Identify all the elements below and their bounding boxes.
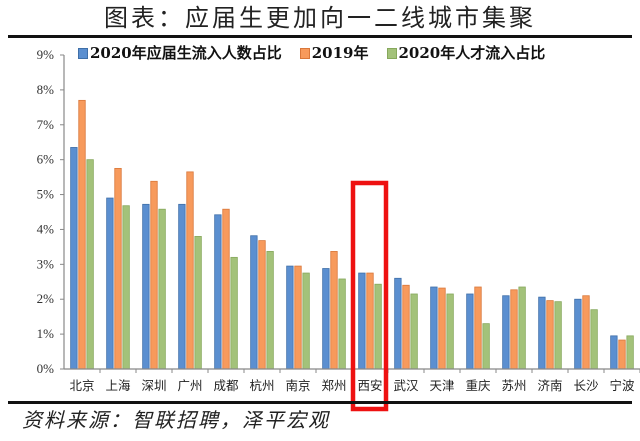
chart-legend: 2020年应届生流入人数占比 2019年 2020年人才流入占比 — [78, 43, 545, 63]
bar — [502, 295, 510, 370]
x-axis: 北京 上海 深圳 广州 成都 杭州 南京 郑州 西安 武汉 天津 重庆 苏州 济南 长沙 宁波 — [64, 368, 640, 393]
x-tick-label: 济南 — [537, 378, 562, 393]
bar — [618, 339, 626, 370]
legend-item-2020-graduates: 2020年应届生流入人数占比 — [78, 43, 282, 63]
bar — [446, 293, 454, 370]
x-tick-label: 上海 — [105, 378, 131, 393]
y-tick-label: 0% — [37, 361, 55, 376]
bar — [374, 283, 382, 370]
bar — [510, 289, 518, 370]
x-tick-label: 北京 — [69, 378, 94, 393]
x-tick-label: 天津 — [429, 378, 454, 393]
bar — [546, 300, 554, 370]
bar — [214, 214, 222, 370]
bar — [518, 286, 526, 370]
y-tick-label: 3% — [37, 256, 55, 271]
bar — [466, 293, 474, 370]
x-tick-label: 深圳 — [141, 378, 166, 393]
bar — [410, 293, 418, 370]
x-tick-label: 郑州 — [321, 378, 346, 393]
x-tick-label: 西安 — [357, 378, 382, 393]
highlight-box-xian — [350, 180, 389, 412]
bar — [590, 309, 598, 370]
bar — [394, 277, 402, 370]
bar — [626, 335, 634, 370]
y-axis: 0% 1% 2% 3% 4% 5% 6% 7% 8% 9% — [37, 47, 65, 376]
legend-swatch-green-icon — [386, 47, 397, 59]
bar — [186, 171, 194, 370]
bar — [430, 286, 438, 370]
bar — [194, 236, 202, 370]
x-tick-label: 长沙 — [573, 378, 599, 393]
x-tick-label: 广州 — [177, 378, 202, 393]
bar — [122, 205, 130, 370]
legend-label: 2020年应届生流入人数占比 — [90, 44, 282, 62]
bar — [158, 208, 166, 370]
x-tick-label: 武汉 — [393, 378, 419, 393]
bar — [78, 99, 86, 370]
legend-item-2020-talent: 2020年人才流入占比 — [386, 43, 546, 63]
x-tick-label: 宁波 — [609, 378, 635, 393]
bar — [266, 251, 274, 370]
bar — [114, 167, 122, 370]
y-tick-label: 2% — [37, 291, 55, 306]
bar — [582, 295, 590, 370]
bar — [482, 323, 490, 370]
legend-swatch-blue-icon — [78, 47, 88, 59]
bar — [402, 284, 410, 370]
bar — [554, 301, 562, 370]
bar — [230, 256, 238, 370]
bar — [70, 147, 78, 370]
bar — [338, 278, 346, 370]
bar — [538, 296, 546, 370]
bar — [258, 240, 266, 370]
bar — [222, 208, 230, 370]
bar — [358, 272, 366, 370]
y-tick-label: 1% — [37, 326, 55, 341]
y-tick-label: 9% — [37, 47, 55, 62]
x-tick-label: 苏州 — [501, 378, 526, 393]
bar — [474, 286, 482, 370]
y-tick-label: 5% — [37, 187, 55, 202]
bar — [294, 265, 302, 370]
y-tick-label: 7% — [37, 117, 55, 132]
legend-item-2019: 2019年 — [299, 43, 369, 63]
bar — [106, 197, 114, 370]
bar — [322, 268, 330, 370]
bar — [438, 287, 446, 370]
y-tick-label: 6% — [37, 152, 55, 167]
bar-series — [70, 99, 634, 370]
bar — [610, 335, 618, 370]
bar — [250, 235, 258, 370]
legend-swatch-orange-icon — [299, 47, 310, 59]
chart-title: 图表：应届生更加向一二线城市集聚 — [104, 4, 536, 32]
highlight-rectangle — [350, 180, 389, 412]
bar — [150, 180, 158, 370]
legend-label: 2019年 — [311, 44, 369, 62]
bar — [142, 203, 150, 370]
bar — [330, 251, 338, 370]
x-tick-label: 成都 — [213, 378, 239, 393]
source-note: 资料来源：智联招聘，泽平宏观 — [22, 408, 330, 432]
x-tick-label: 杭州 — [249, 378, 274, 393]
bar — [178, 203, 186, 370]
bottom-rule-divider — [8, 401, 632, 404]
y-tick-label: 8% — [37, 82, 55, 97]
top-rule-divider — [8, 35, 632, 38]
bar — [86, 159, 94, 370]
bar — [366, 272, 374, 370]
bar — [286, 265, 294, 370]
bar — [574, 298, 582, 370]
x-tick-label: 南京 — [285, 378, 310, 393]
x-tick-label: 重庆 — [465, 378, 491, 393]
bar — [302, 272, 310, 370]
y-tick-label: 4% — [37, 221, 55, 236]
legend-label: 2020年人才流入占比 — [398, 44, 546, 62]
